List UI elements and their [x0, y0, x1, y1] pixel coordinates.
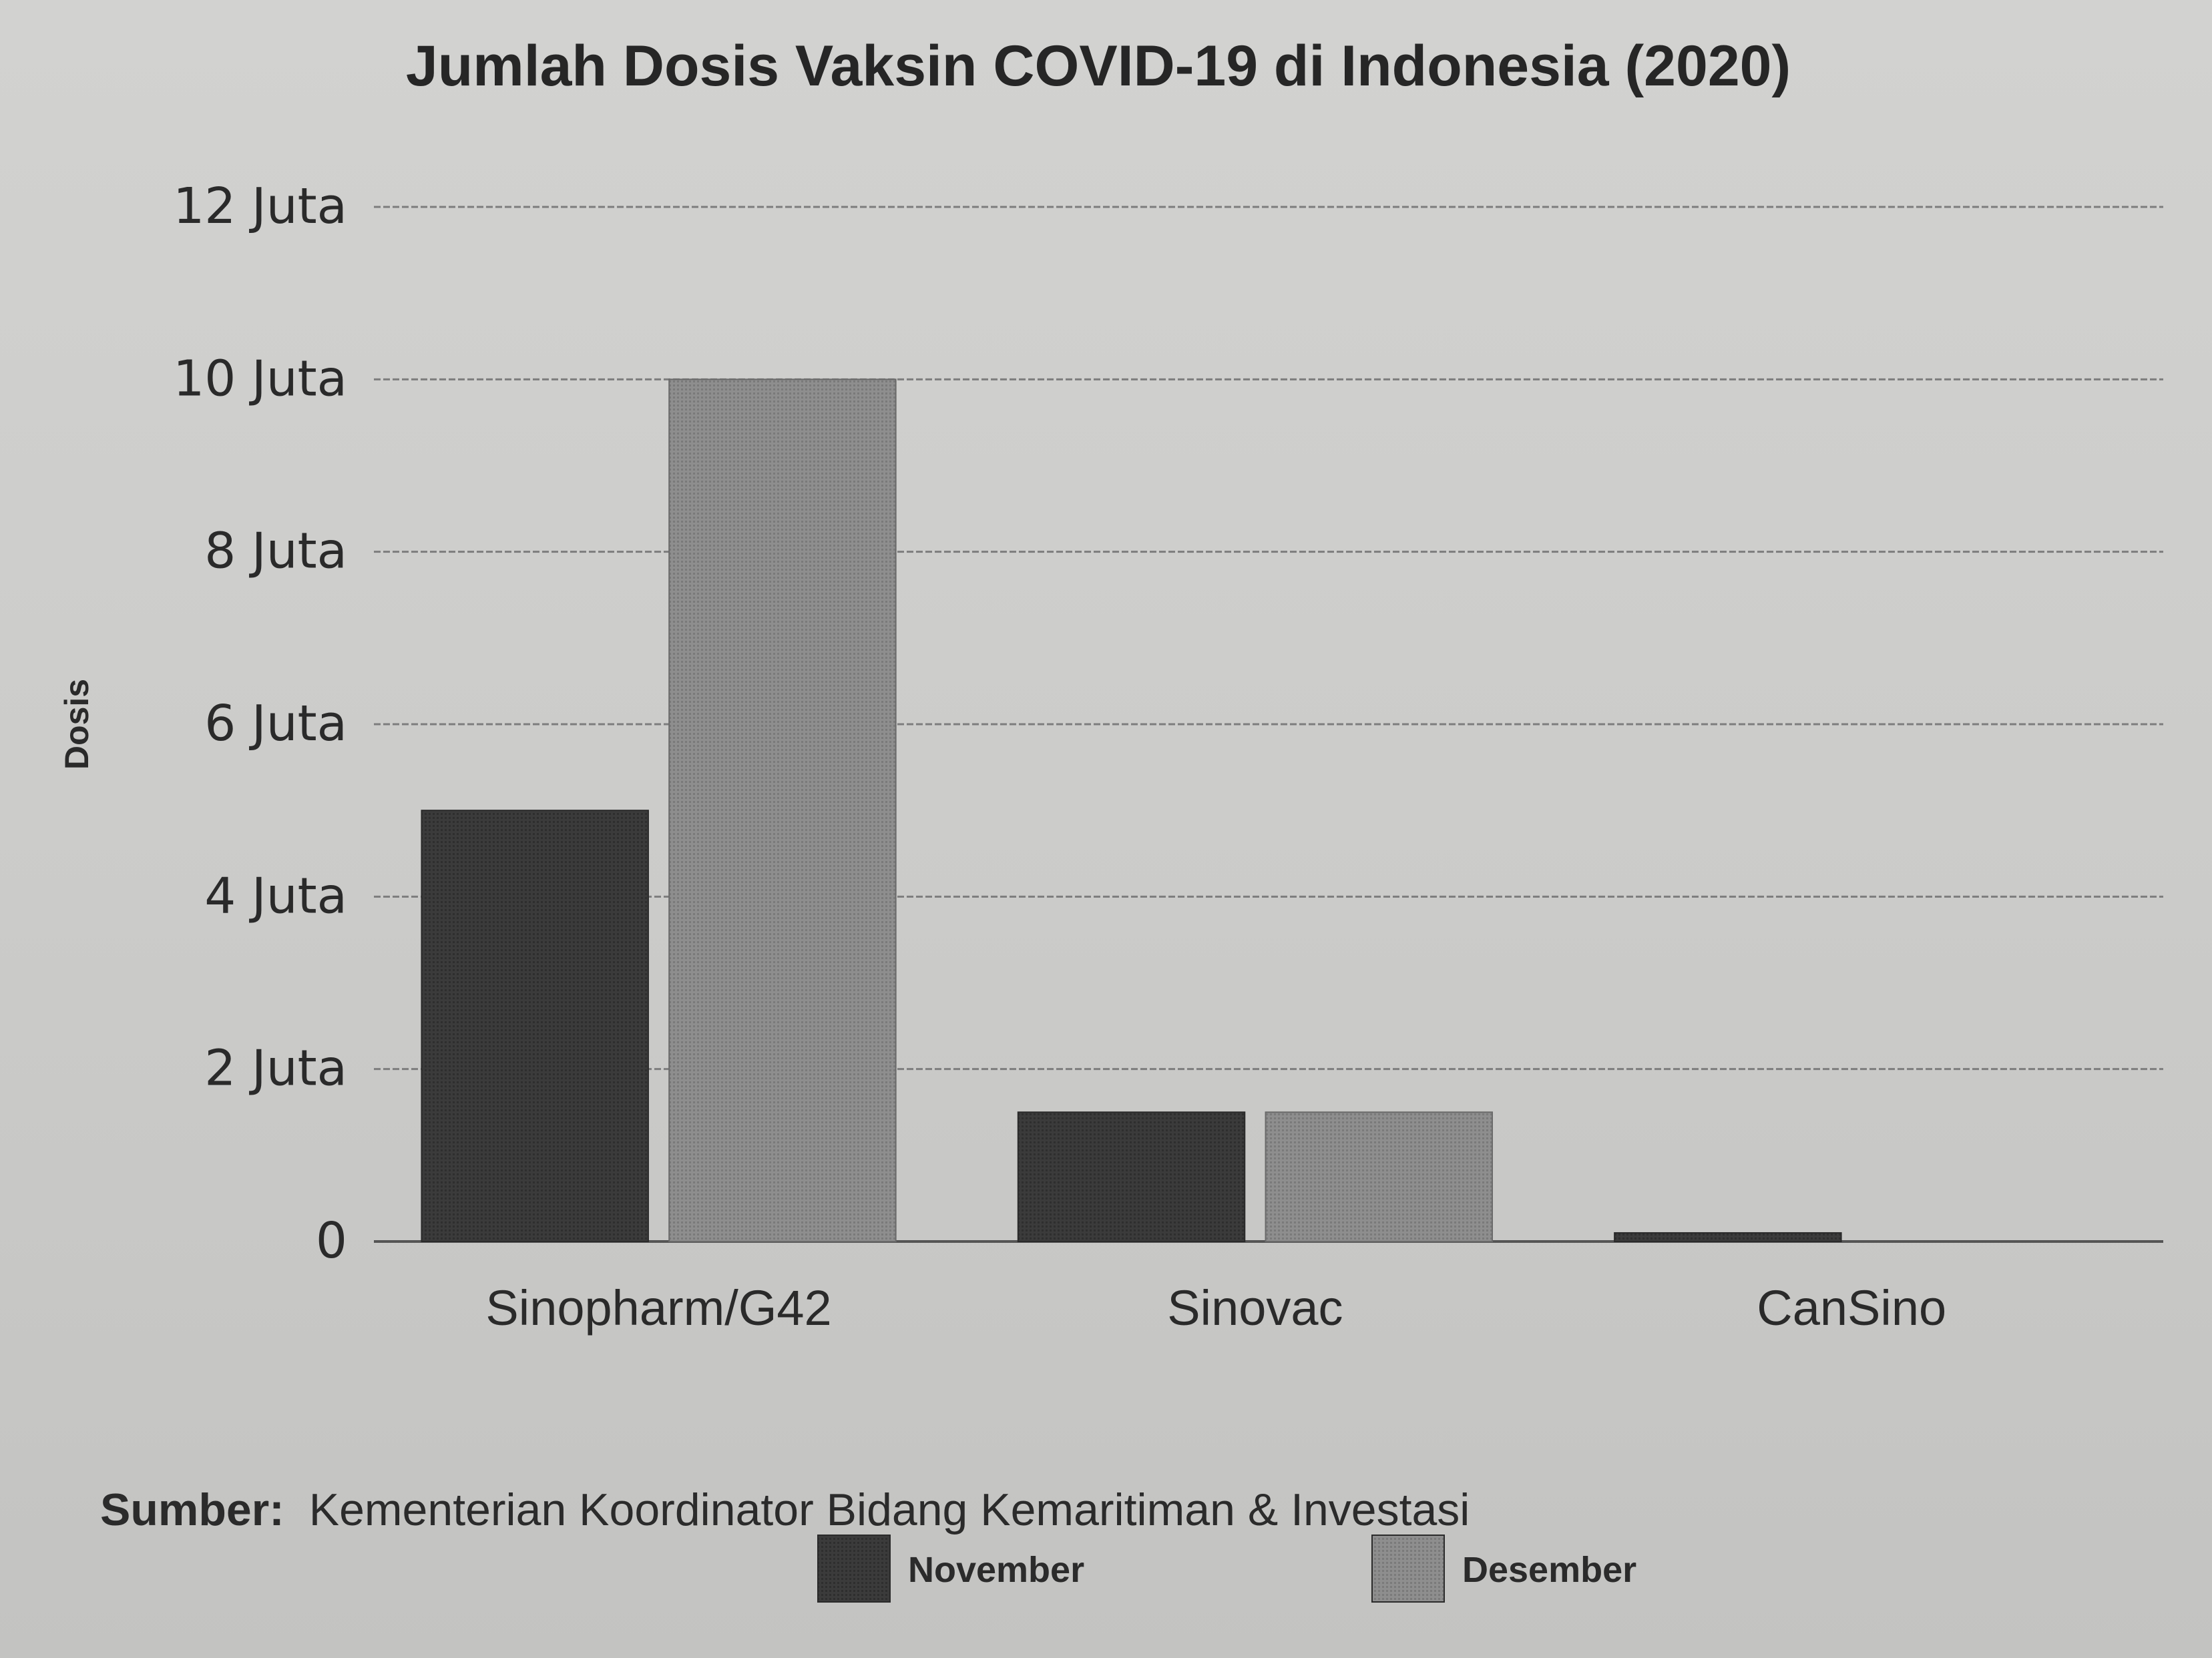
- legend-swatch-november: [817, 1535, 891, 1603]
- bar-desember: [668, 378, 897, 1242]
- x-category-label: CanSino: [1757, 1280, 1946, 1336]
- y-tick-label: 4 Juta: [204, 867, 347, 924]
- bar-november: [1614, 1232, 1842, 1243]
- source-label: Sumber:: [100, 1484, 284, 1535]
- gridlines: [374, 206, 2163, 1243]
- bar-desember: [1265, 1111, 1493, 1242]
- y-tick-label: 2 Juta: [204, 1040, 347, 1097]
- y-tick-label: 10 Juta: [173, 350, 347, 407]
- x-axis-categories: Sinopharm/G42 Sinovac CanSino: [485, 1280, 1946, 1336]
- y-tick-label: 0: [316, 1212, 347, 1270]
- y-tick-label: 8 Juta: [204, 523, 347, 580]
- bar-november: [1017, 1111, 1246, 1242]
- legend: November Desember: [817, 1535, 1636, 1603]
- x-category-label: Sinopharm/G42: [485, 1280, 831, 1336]
- y-axis-label: Dosis: [58, 679, 95, 770]
- legend-swatch-desember: [1371, 1535, 1445, 1603]
- chart-title: Jumlah Dosis Vaksin COVID-19 di Indonesi…: [406, 34, 1791, 98]
- source-text: Kementerian Koordinator Bidang Kemaritim…: [309, 1484, 1470, 1535]
- x-category-label: Sinovac: [1167, 1280, 1343, 1336]
- legend-item: November: [817, 1535, 1084, 1603]
- y-tick-label: 6 Juta: [204, 695, 347, 752]
- source-note: Sumber: Kementerian Koordinator Bidang K…: [100, 1484, 1470, 1535]
- legend-label: Desember: [1462, 1550, 1636, 1590]
- legend-item: Desember: [1371, 1535, 1636, 1603]
- y-axis-ticks: 0 2 Juta 4 Juta 6 Juta 8 Juta 10 Juta 12 Juta: [173, 178, 347, 1270]
- legend-label: November: [908, 1550, 1084, 1590]
- y-tick-label: 12 Juta: [173, 178, 347, 235]
- bars: [421, 378, 1842, 1243]
- bar-november: [421, 810, 649, 1242]
